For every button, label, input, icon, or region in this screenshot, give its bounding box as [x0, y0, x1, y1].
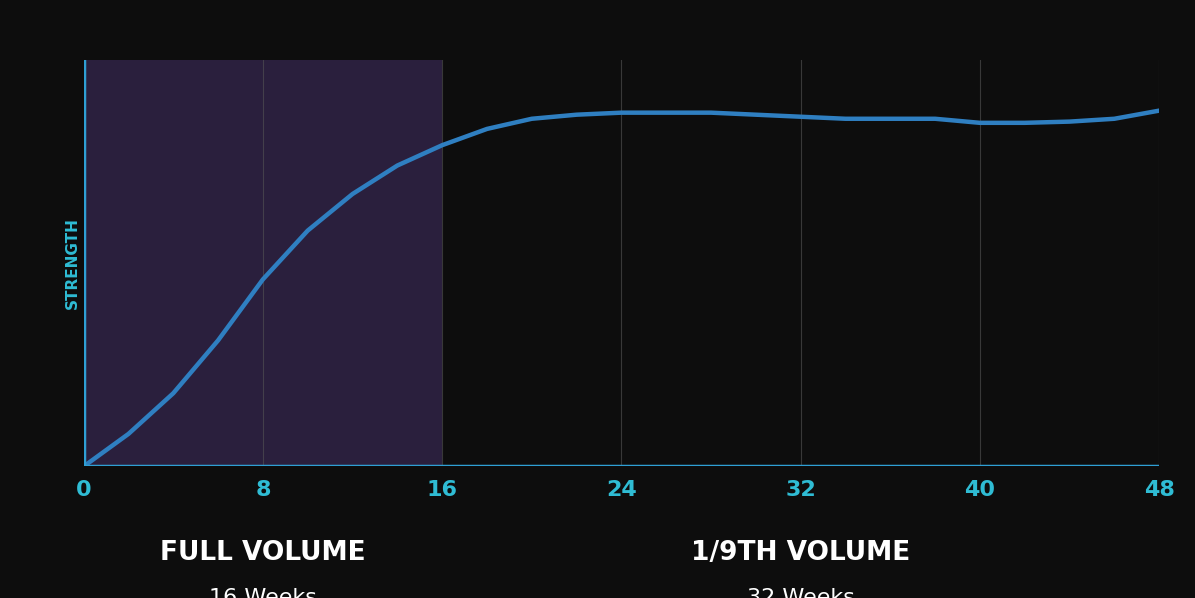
Bar: [84, 60, 442, 466]
Text: 32 Weeks: 32 Weeks: [747, 588, 854, 598]
Y-axis label: STRENGTH: STRENGTH: [65, 217, 80, 309]
Text: 16 Weeks: 16 Weeks: [209, 588, 317, 598]
Text: FULL VOLUME: FULL VOLUME: [160, 539, 366, 566]
Text: 1/9TH VOLUME: 1/9TH VOLUME: [691, 539, 911, 566]
